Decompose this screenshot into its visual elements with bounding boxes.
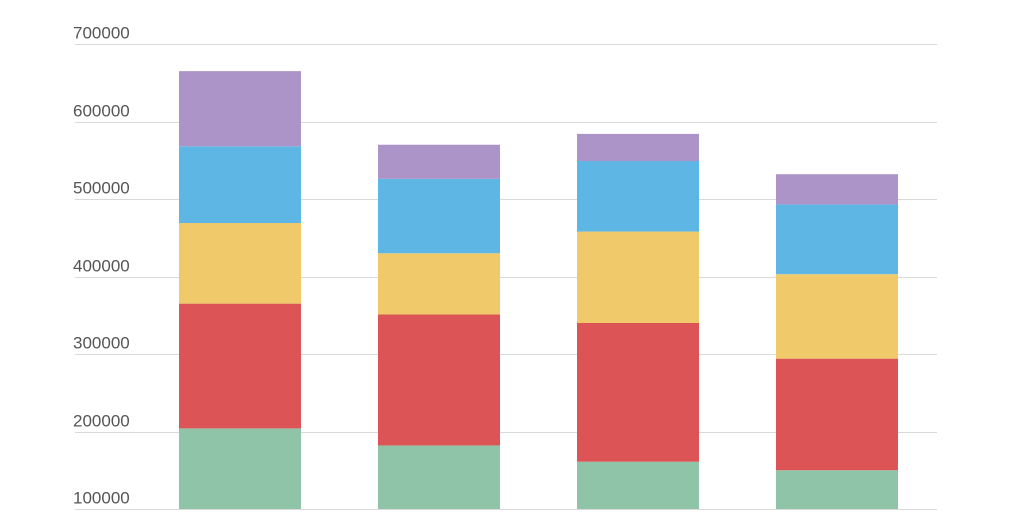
bars — [179, 71, 898, 509]
bar-stack-2 — [378, 144, 500, 509]
y-tick-label: 400000 — [73, 257, 130, 276]
bar-stack-4 — [776, 174, 898, 509]
bar-segment-1-5 — [179, 71, 301, 147]
bar-segment-3-1 — [577, 461, 699, 509]
bar-segment-1-1 — [179, 428, 301, 509]
bar-segment-4-2 — [776, 358, 898, 471]
bar-segment-1-2 — [179, 303, 301, 429]
bar-segment-3-3 — [577, 231, 699, 323]
bar-segment-4-3 — [776, 274, 898, 359]
bar-segment-2-3 — [378, 253, 500, 315]
y-tick-label: 300000 — [73, 334, 130, 353]
y-tick-label: 100000 — [73, 489, 130, 508]
y-axis-tick-labels: 100000 200000 300000 400000 500000 600000 7000… — [73, 24, 130, 508]
bar-segment-2-4 — [378, 178, 500, 254]
bar-segment-4-5 — [776, 174, 898, 205]
bar-segment-3-4 — [577, 161, 699, 232]
bar-stack-1 — [179, 71, 301, 509]
bar-segment-2-5 — [378, 144, 500, 179]
bar-segment-4-4 — [776, 204, 898, 275]
bar-segment-1-4 — [179, 146, 301, 224]
bar-segment-2-2 — [378, 314, 500, 446]
y-tick-label: 600000 — [73, 102, 130, 121]
bar-stack-3 — [577, 133, 699, 509]
bar-segment-2-1 — [378, 445, 500, 509]
bar-segment-3-5 — [577, 133, 699, 162]
y-tick-label: 500000 — [73, 179, 130, 198]
y-tick-label: 200000 — [73, 412, 130, 431]
y-tick-label: 700000 — [73, 24, 130, 43]
bar-segment-3-2 — [577, 323, 699, 462]
bar-segment-4-1 — [776, 470, 898, 509]
bar-segment-1-3 — [179, 223, 301, 304]
